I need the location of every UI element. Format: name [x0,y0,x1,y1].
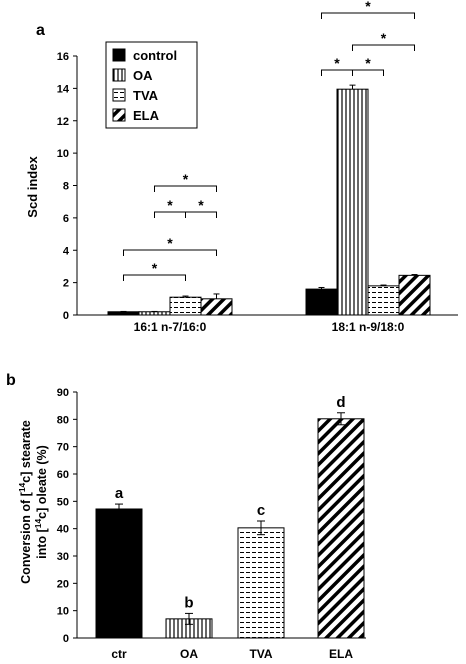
x-tick-label: TVA [249,647,272,661]
x-tick-label: ctr [111,647,127,661]
y-tick-label: 8 [63,181,69,193]
bar [398,274,431,316]
y-tick-label: 40 [57,524,69,536]
panel-b-y-axis-label-line-1: Conversion of [14c] stearate [17,420,33,584]
legend-label: OA [133,68,153,83]
legend: control OA TVA ELA [105,41,198,129]
significance-star: * [167,235,173,251]
ylabel-b-part-4: c] oleate (%) [35,445,49,519]
legend-label: ELA [133,108,160,123]
legend-swatch [112,48,126,62]
x-tick-label: ELA [329,647,353,661]
legend-swatch [112,88,126,102]
bar [317,418,365,639]
bar [200,298,233,316]
significance-star: * [167,197,173,213]
panel-a-label: a [36,22,45,39]
significance-bracket [123,274,186,281]
y-tick-label: 50 [57,496,69,508]
y-tick-label: 6 [63,213,69,225]
y-tick-label: 70 [57,442,69,454]
y-tick-label: 30 [57,551,69,563]
significance-bracket [123,249,217,256]
legend-swatch [112,108,126,122]
significance-star: * [381,30,387,46]
panel-b-y-axis-label-line-2: into [14c] oleate (%) [33,445,49,559]
bar [336,88,369,316]
significance-letter: c [257,502,265,519]
significance-star: * [334,55,340,71]
y-tick-label: 0 [63,310,69,322]
significance-letter: a [115,485,124,502]
bar [237,527,285,639]
y-tick-label: 4 [63,245,70,257]
significance-bracket [321,12,415,19]
significance-bracket [185,211,217,218]
legend-label: TVA [133,88,159,103]
y-tick-label: 0 [63,633,69,645]
significance-star: * [152,260,158,276]
bar [95,508,143,639]
significance-star: * [183,171,189,187]
legend-swatch [112,68,126,82]
significance-bracket [352,44,415,51]
significance-bracket [154,185,217,192]
ylabel-b-part-1: Conversion of [ [19,491,33,584]
bar [138,311,171,316]
ylabel-b-part-3: into [ [35,527,49,558]
y-tick-label: 90 [57,387,69,399]
x-tick-label: OA [180,647,198,661]
bar [305,288,338,316]
x-tick-label: 18:1 n-9/18:0 [332,320,405,334]
panel-a: a Scd index 0 2 4 6 8 10 12 14 16 16:1 n-7/16:0 18… [25,0,458,334]
y-tick-label: 16 [57,51,69,63]
significance-letter: b [184,594,193,611]
significance-star: * [365,0,371,14]
panel-b: b Conversion of [14c] stearate into [14c… [6,372,366,661]
y-tick-label: 14 [57,83,70,95]
panel-b-label: b [6,372,16,389]
y-tick-label: 12 [57,116,69,128]
panel-a-y-axis-label: Scd index [25,156,40,218]
ylabel-b-sup-1: 14 [17,482,27,492]
bar [107,311,140,316]
ylabel-b-part-2: c] stearate [19,420,33,483]
significance-star: * [198,197,204,213]
significance-bracket [352,69,384,76]
x-tick-label: 16:1 n-7/16:0 [134,320,207,334]
ylabel-b-sup-2: 14 [33,519,43,529]
y-tick-label: 2 [63,278,69,290]
significance-star: * [365,55,371,71]
bar [169,296,202,316]
y-tick-label: 20 [57,578,69,590]
y-tick-label: 80 [57,414,69,426]
y-tick-label: 60 [57,469,69,481]
significance-letter: d [336,394,345,411]
y-tick-label: 10 [57,606,69,618]
y-tick-label: 10 [57,148,69,160]
bar [367,285,400,316]
legend-label: control [133,48,177,63]
